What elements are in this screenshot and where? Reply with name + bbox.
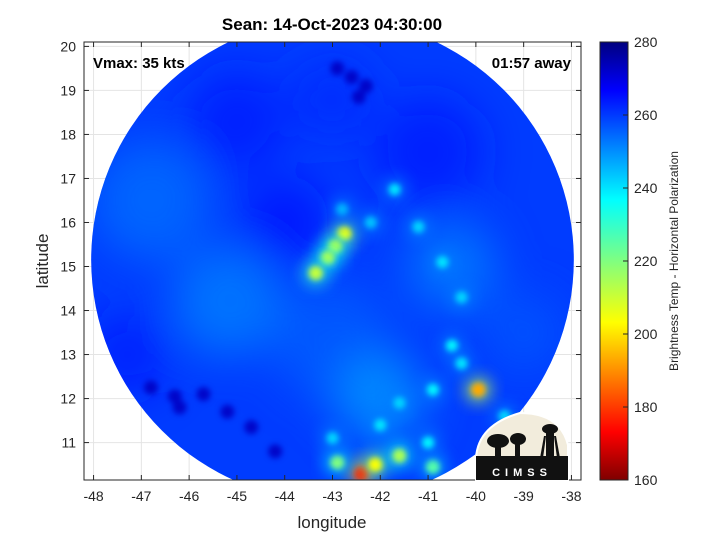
vmax-annotation: Vmax: 35 kts [93,55,185,72]
band-6 [449,351,474,376]
x-tick-label: -44 [275,488,295,504]
band-8 [387,390,412,415]
colorbar-tick-label: 260 [634,107,658,123]
y-tick-label: 15 [60,259,76,275]
y-tick-label: 11 [61,435,76,451]
colorbar-tick-label: 220 [634,253,658,269]
dark-patch [268,444,283,459]
y-tick-label: 18 [60,126,76,142]
band-3 [430,250,455,275]
texture-blob [186,71,287,172]
x-axis: -48 -47 -46 -45 -44 -43 -42 -41 -40 -39 -38 [83,42,582,504]
x-tick-label: -38 [561,488,581,504]
dark-patch [244,420,259,435]
y-tick-label: 14 [60,303,76,319]
x-tick-label: -47 [131,488,151,504]
convective-features [302,177,517,480]
swath-texture [91,59,564,444]
dark-patch [220,404,235,419]
texture-blob [483,292,564,373]
band-1 [382,177,407,202]
colorbar-tick-label: 240 [634,180,658,196]
x-tick-label: -46 [179,488,199,504]
y-tick-label: 12 [60,391,76,407]
y-axis-label: latitude [33,234,52,289]
time-away-annotation: 01:57 away [492,55,572,72]
band-10 [320,426,345,451]
band-9 [368,412,393,437]
band-13 [358,210,383,235]
logo-text: CIMSS [492,467,552,479]
colorbar-tick-label: 160 [634,472,658,488]
chart-title: Sean: 14-Oct-2023 04:30:00 [222,15,442,34]
colorbar-tick-label: 180 [634,399,658,415]
dark-patch [330,61,345,76]
texture-blob [335,353,426,444]
x-tick-label: -39 [514,488,534,504]
south-cell-2 [362,451,389,478]
band-11 [416,430,441,455]
colorbar-tick-label: 280 [634,34,658,50]
x-tick-label: -41 [418,488,438,504]
band-14 [330,197,355,222]
colorbar-label: Brightness Temp - Horizontal Polarizatio… [667,151,681,371]
dark-patches [143,61,373,459]
x-tick-label: -45 [227,488,247,504]
cimss-logo: CIMSS [475,411,569,481]
band-5 [439,333,464,358]
dark-patch [167,389,182,404]
band-2 [406,214,431,239]
colorbar-ticks: 160 180 200 220 240 260 280 [623,34,658,488]
texture-blob [91,140,211,261]
y-tick-label: 20 [60,38,76,54]
colorbar-tick-label: 200 [634,326,658,342]
y-tick-label: 13 [60,347,76,363]
x-tick-label: -48 [83,488,103,504]
band-7 [420,377,445,402]
y-tick-label: 17 [60,170,76,186]
dark-patch [351,90,366,105]
x-tick-label: -43 [322,488,342,504]
band-4 [449,285,474,310]
east-cell [465,376,492,403]
y-tick-label: 19 [60,82,76,98]
south-cell-4 [324,449,351,476]
logo-silhouette-icon [476,424,568,480]
texture-blob [239,177,330,268]
texture-blob [172,246,283,357]
center-cell-4 [302,260,329,287]
dark-patch [358,79,373,94]
dark-patch [344,70,359,85]
y-axis: 11 12 13 14 15 16 17 18 19 20 [60,38,581,451]
dark-patch [143,380,158,395]
x-tick-label: -42 [370,488,390,504]
dark-patch [196,387,211,402]
dark-patch [172,400,187,415]
south-cell-5 [419,453,446,480]
swath-heatmap [91,42,574,480]
x-tick-label: -40 [466,488,486,504]
south-cell-3 [386,442,413,469]
x-axis-label: longitude [297,513,366,532]
y-tick-label: 16 [60,214,76,230]
